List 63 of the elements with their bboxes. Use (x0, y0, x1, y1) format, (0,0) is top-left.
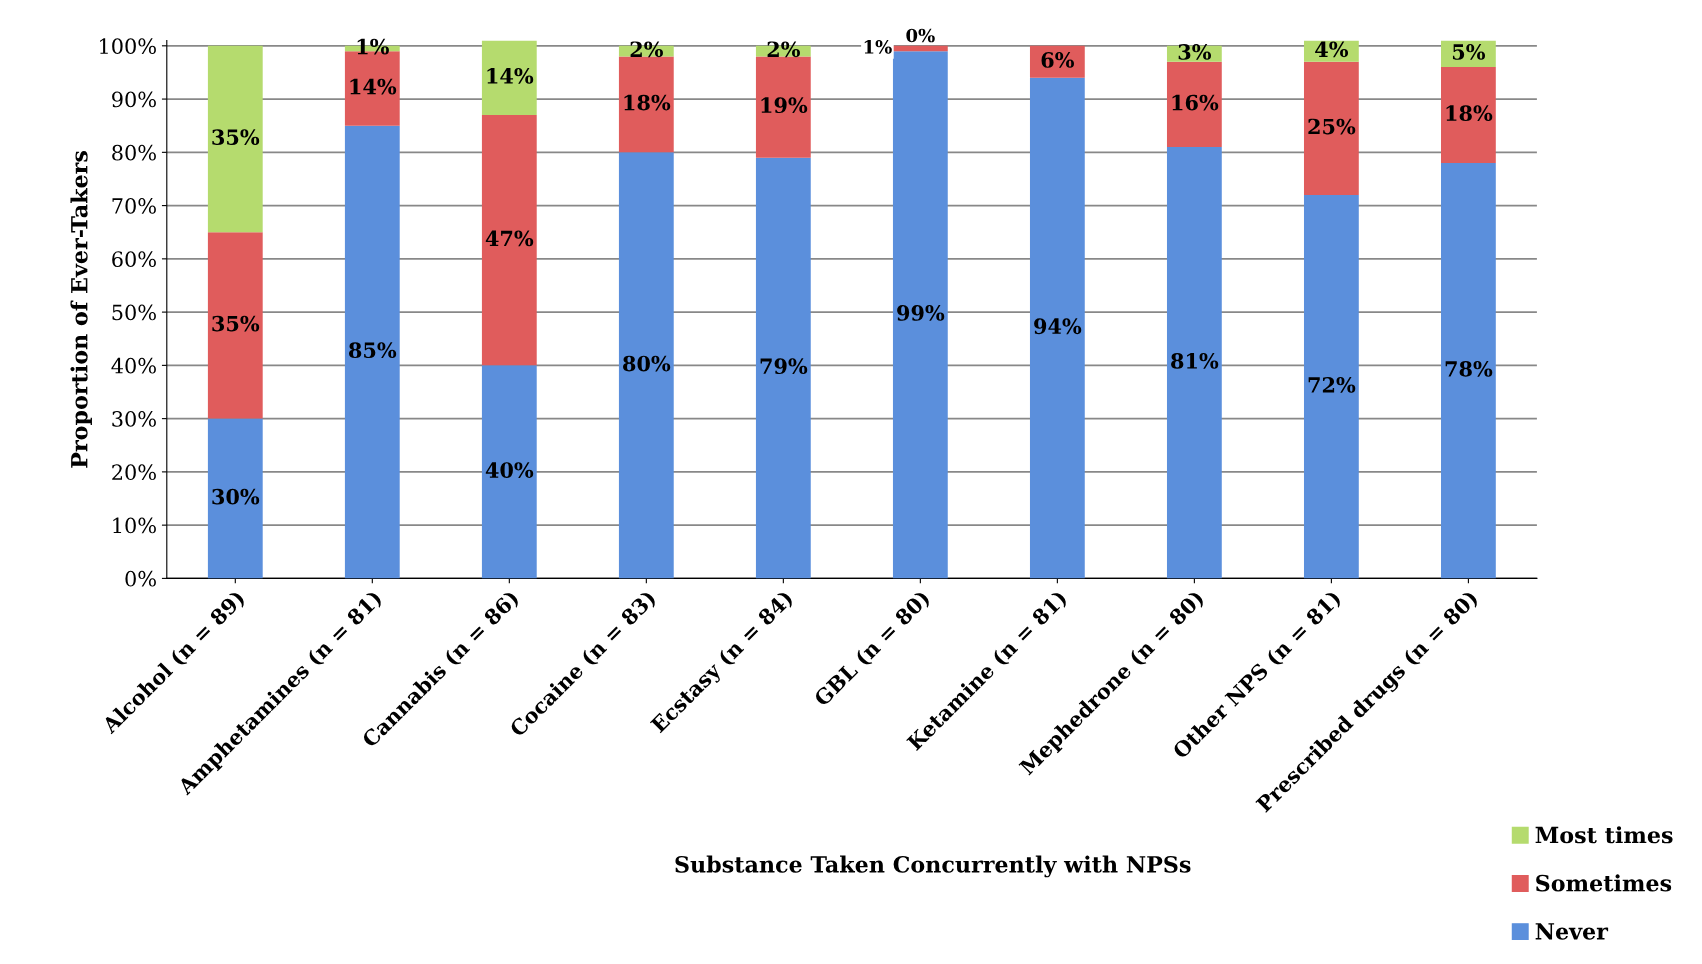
y-tick-label: 90% (112, 91, 156, 108)
y-tick-label: 70% (112, 198, 156, 214)
y-tick-label: 40% (111, 357, 156, 374)
data-label: 18% (624, 94, 671, 111)
bar (344, 125, 400, 579)
y-tick-label: 0% (125, 570, 156, 587)
y-tick-label: 80% (112, 144, 156, 161)
bar (755, 157, 811, 579)
y-tick-label: 20% (112, 464, 156, 481)
bar (1166, 61, 1222, 148)
y-tick-label: 50% (112, 304, 156, 321)
bar (481, 40, 537, 116)
data-label: 30% (212, 488, 260, 505)
data-label: 40% (485, 462, 534, 478)
data-label: 25% (1308, 118, 1356, 135)
data-label: 1% (864, 40, 892, 54)
data-label: 85% (349, 342, 397, 359)
bar (207, 45, 263, 233)
y-tick-label: 60% (112, 251, 156, 268)
data-label: 14% (487, 68, 534, 84)
data-label: 5% (1452, 44, 1486, 60)
x-axis-title: Substance Taken Concurrently with NPSs (675, 855, 1191, 878)
bar (207, 232, 263, 419)
bar (481, 365, 537, 579)
data-label: 4% (1315, 41, 1349, 58)
data-label: 18% (1446, 105, 1493, 122)
data-label: 3% (1178, 44, 1212, 60)
data-label: 2% (767, 41, 800, 58)
bar (1441, 162, 1496, 579)
data-label: 16% (1172, 94, 1219, 111)
data-label: 78% (1445, 360, 1493, 377)
bar (1303, 194, 1359, 579)
data-label: 35% (212, 315, 260, 332)
data-label: 80% (623, 355, 671, 372)
bar (481, 115, 537, 366)
data-label: 2% (630, 41, 663, 58)
data-label: 94% (1034, 318, 1082, 335)
data-label: 14% (350, 78, 397, 95)
data-label: 0% (906, 28, 935, 43)
data-label: 19% (761, 97, 808, 114)
bar (207, 418, 263, 579)
legend-label: Most times (1535, 826, 1673, 844)
bar (618, 56, 674, 153)
data-label: 6% (1041, 52, 1075, 68)
y-tick-label: 30% (112, 411, 156, 427)
bar (1303, 61, 1359, 195)
data-label: 81% (1171, 352, 1219, 369)
data-label: 47% (485, 230, 534, 247)
bar (1029, 77, 1085, 579)
data-label: 72% (1308, 376, 1356, 393)
bar (892, 51, 948, 579)
legend-label: Never (1535, 923, 1609, 940)
data-label: 99% (897, 305, 945, 321)
bar (755, 56, 811, 158)
data-label: 35% (212, 129, 260, 146)
bar (1441, 67, 1496, 163)
data-label: 79% (760, 358, 808, 375)
bar (618, 152, 674, 579)
y-tick-label: 100% (100, 38, 156, 55)
y-tick-label: 10% (113, 517, 156, 534)
y-axis-title: Proportion of Ever-Takers (70, 151, 92, 468)
bar (1166, 147, 1222, 579)
legend-label: Sometimes (1536, 874, 1672, 892)
